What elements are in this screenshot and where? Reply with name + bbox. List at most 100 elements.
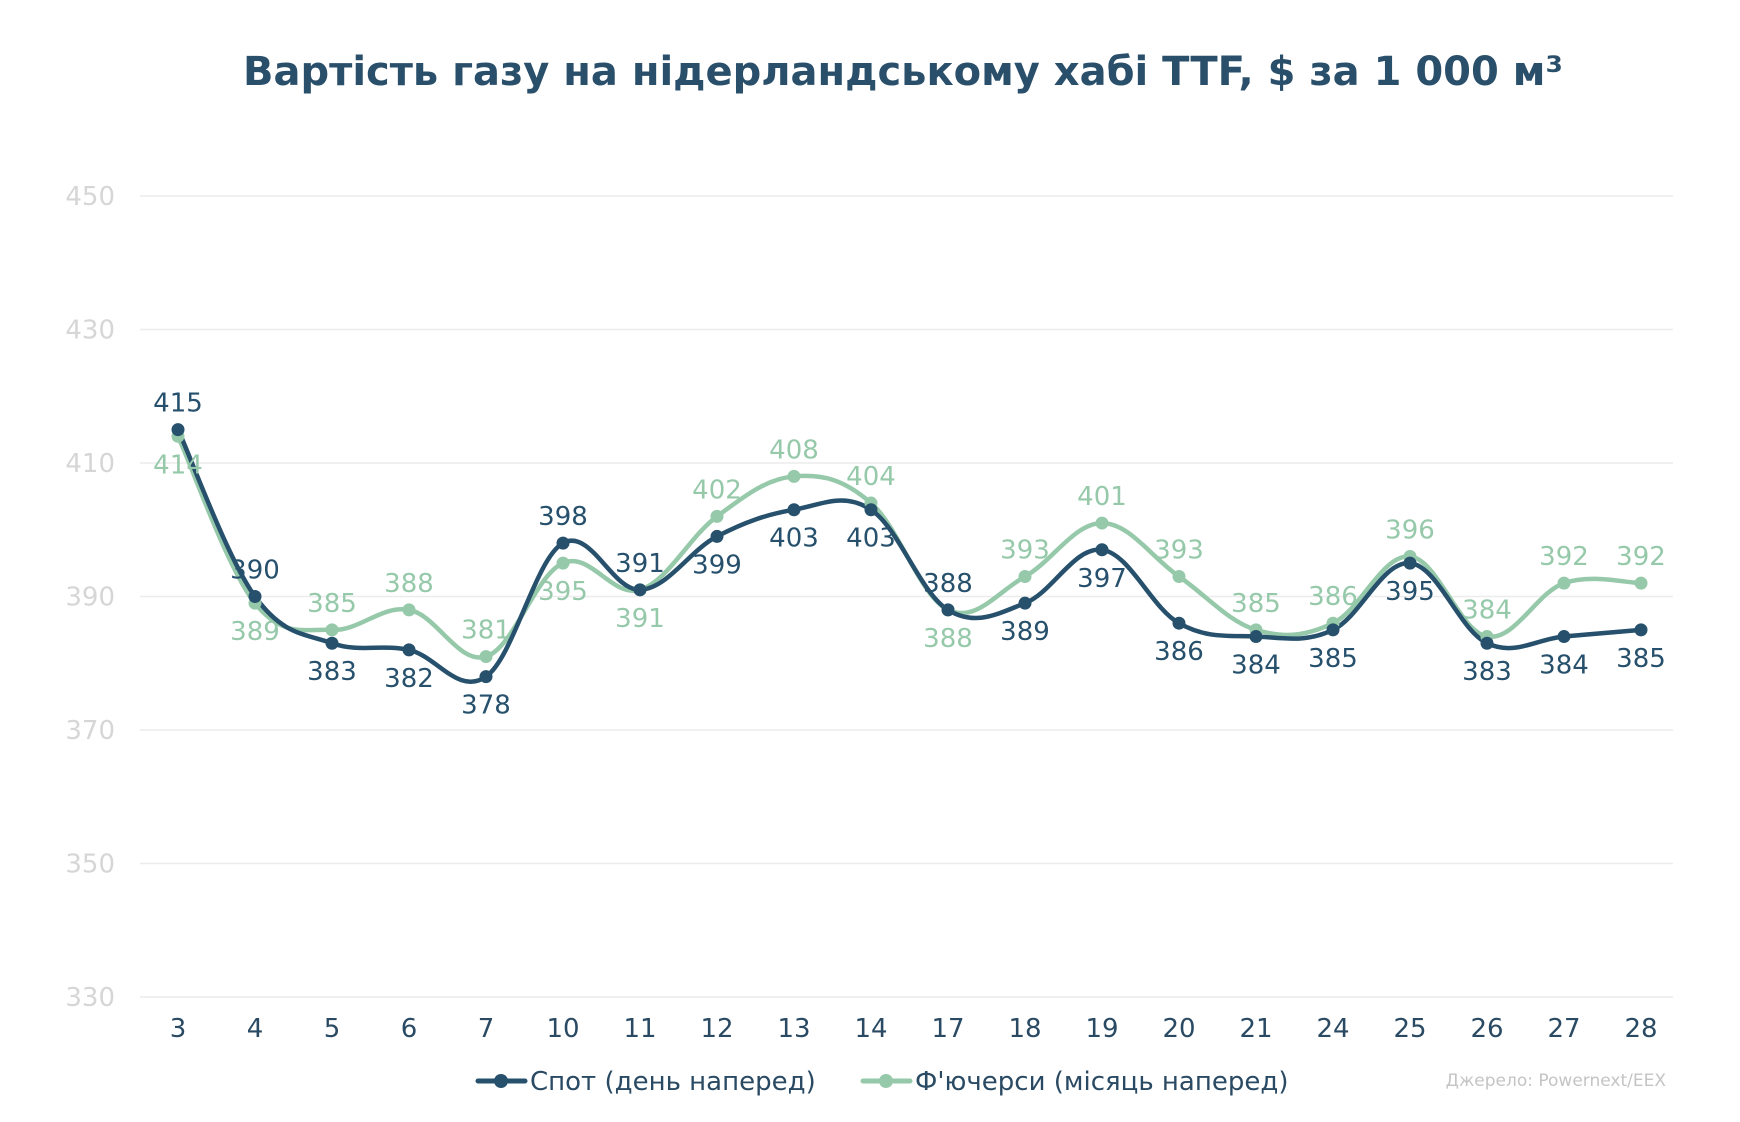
data-label-spot-4: 390 (230, 556, 280, 586)
point-spot-20 (1172, 616, 1186, 630)
data-label-spot-5: 383 (307, 657, 357, 687)
y-tick-390: 390 (65, 583, 115, 613)
point-spot-21 (1249, 630, 1263, 644)
data-label-futures-18: 393 (1000, 535, 1050, 565)
data-label-futures-28: 392 (1616, 542, 1666, 572)
data-label-futures-20: 393 (1154, 535, 1204, 565)
x-tick-10: 10 (546, 1014, 579, 1044)
point-spot-3 (171, 423, 185, 437)
data-label-futures-17: 388 (923, 624, 973, 654)
series-lines (175, 427, 1644, 685)
legend-marker-futures (879, 1074, 893, 1088)
y-axis-ticks: 330 350 370 390 410 430 450 (65, 182, 115, 1013)
y-tick-450: 450 (65, 182, 115, 212)
data-label-futures-26: 384 (1462, 596, 1512, 626)
data-label-spot-19: 397 (1077, 564, 1127, 594)
legend-label-futures: Ф'ючерси (місяць наперед) (915, 1067, 1288, 1097)
x-tick-7: 7 (478, 1014, 495, 1044)
point-futures-7 (479, 650, 493, 664)
data-label-futures-7: 381 (461, 616, 511, 646)
data-label-spot-3: 415 (153, 389, 203, 419)
x-tick-24: 24 (1316, 1014, 1349, 1044)
point-futures-12 (710, 509, 724, 523)
x-tick-26: 26 (1470, 1014, 1503, 1044)
data-label-spot-24: 385 (1308, 644, 1358, 674)
data-label-spot-18: 389 (1000, 617, 1050, 647)
x-tick-27: 27 (1547, 1014, 1580, 1044)
legend-marker-spot (494, 1074, 508, 1088)
data-label-spot-28: 385 (1616, 644, 1666, 674)
point-spot-26 (1480, 636, 1494, 650)
legend: Спот (день наперед) Ф'ючерси (місяць нап… (475, 1067, 1288, 1097)
point-futures-10 (556, 556, 570, 570)
data-label-futures-11: 391 (615, 604, 665, 634)
x-tick-21: 21 (1239, 1014, 1272, 1044)
chart-title: Вартість газу на нідерландському хабі TT… (243, 49, 1563, 95)
point-spot-28 (1634, 623, 1648, 637)
x-tick-6: 6 (401, 1014, 418, 1044)
point-spot-4 (248, 590, 262, 603)
data-label-spot-12: 399 (692, 550, 742, 580)
data-label-futures-12: 402 (692, 475, 742, 505)
data-label-spot-14: 403 (846, 524, 896, 554)
y-tick-370: 370 (65, 716, 115, 746)
data-label-futures-25: 396 (1385, 515, 1435, 545)
point-spot-10 (556, 536, 570, 550)
point-futures-5 (325, 623, 339, 637)
y-tick-350: 350 (65, 850, 115, 880)
data-label-spot-6: 382 (384, 664, 434, 694)
legend-label-spot: Спот (день наперед) (530, 1067, 816, 1097)
x-tick-4: 4 (247, 1014, 264, 1044)
data-label-spot-17: 388 (923, 569, 973, 599)
data-label-spot-20: 386 (1154, 637, 1204, 667)
series-points (171, 423, 1648, 684)
data-label-futures-21: 385 (1231, 589, 1281, 619)
data-label-futures-13: 408 (769, 435, 819, 465)
data-label-spot-7: 378 (461, 691, 511, 721)
point-spot-24 (1326, 623, 1340, 637)
data-labels: 415 390 383 382 378 398 391 399 403 403 388 389 397 3… (153, 389, 1666, 721)
data-label-futures-5: 385 (307, 589, 357, 619)
x-tick-11: 11 (623, 1014, 656, 1044)
point-spot-13 (787, 503, 801, 517)
gridlines (140, 195, 1673, 998)
series-line-spot (175, 427, 1644, 685)
data-label-futures-10: 395 (538, 577, 588, 607)
x-tick-25: 25 (1393, 1014, 1426, 1044)
point-spot-6 (402, 643, 416, 657)
x-tick-20: 20 (1162, 1014, 1195, 1044)
point-spot-7 (479, 670, 493, 684)
x-tick-13: 13 (777, 1014, 810, 1044)
point-spot-17 (941, 603, 955, 617)
point-spot-25 (1403, 556, 1417, 570)
data-label-futures-27: 392 (1539, 542, 1589, 572)
point-spot-14 (864, 503, 878, 517)
point-futures-28 (1634, 576, 1648, 590)
series-line-futures (175, 434, 1644, 660)
point-futures-19 (1095, 516, 1109, 530)
point-futures-6 (402, 603, 416, 617)
data-label-futures-4: 389 (230, 617, 280, 647)
point-futures-20 (1172, 569, 1186, 583)
point-futures-18 (1018, 569, 1032, 583)
data-label-spot-25: 395 (1385, 577, 1435, 607)
y-tick-430: 430 (65, 316, 115, 346)
data-label-futures-24: 386 (1308, 582, 1358, 612)
point-spot-12 (710, 529, 724, 543)
point-futures-13 (787, 469, 801, 483)
point-spot-27 (1557, 630, 1571, 644)
x-tick-14: 14 (854, 1014, 887, 1044)
data-label-spot-10: 398 (538, 502, 588, 532)
point-spot-19 (1095, 543, 1109, 557)
data-label-spot-26: 383 (1462, 657, 1512, 687)
y-tick-410: 410 (65, 449, 115, 479)
y-tick-330: 330 (65, 983, 115, 1013)
point-spot-11 (633, 583, 647, 597)
x-tick-3: 3 (170, 1014, 187, 1044)
point-spot-5 (325, 636, 339, 650)
x-tick-12: 12 (700, 1014, 733, 1044)
data-label-futures-3: 414 (153, 450, 203, 480)
data-label-spot-27: 384 (1539, 651, 1589, 681)
x-tick-18: 18 (1008, 1014, 1041, 1044)
